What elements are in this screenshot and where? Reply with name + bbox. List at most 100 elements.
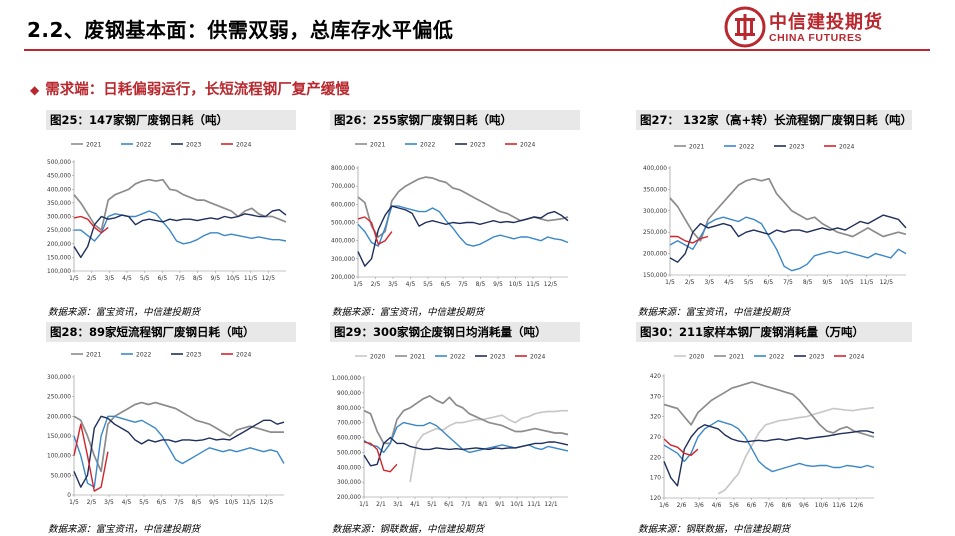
chart-panel-29: 图29：300家钢企废钢日均消耗量（吨） 2020 2021 2022 2023 202… — [330, 322, 580, 536]
series-line-2024 — [73, 215, 109, 234]
series-line-2023 — [363, 436, 569, 467]
logo-english-name: CHINA FUTURES — [769, 32, 863, 44]
x-tick-label: 5/5 — [140, 275, 150, 282]
x-tick-label: 2/5 — [87, 499, 97, 506]
y-tick-label: 200,000 — [331, 275, 355, 281]
y-tick-label: 200,000 — [47, 242, 71, 248]
y-tick-label: 200,000 — [643, 252, 667, 258]
y-tick-label: 100,000 — [47, 454, 71, 460]
chart-panel-25: 图25：147家钢厂废钢日耗（吨） 2021 2022 2023 2024 100,00… — [46, 110, 296, 318]
x-tick-label: 1/5 — [69, 275, 79, 282]
x-tick-label: 2/6 — [677, 502, 687, 509]
x-tick-label: 1/5 — [353, 281, 363, 288]
x-tick-label: 9/5 — [209, 499, 219, 506]
y-tick-label: 400,000 — [337, 465, 361, 471]
y-tick-label: 300,000 — [337, 480, 361, 486]
x-tick-label: 10/6 — [815, 502, 829, 509]
x-tick-label: 6/5 — [157, 499, 167, 506]
y-tick-label: 200,000 — [337, 495, 361, 501]
legend-label-2024: 2024 — [520, 142, 535, 149]
x-tick-label: 10/5 — [225, 499, 239, 506]
y-tick-label: 0 — [67, 493, 71, 499]
legend-label-2022: 2022 — [136, 352, 151, 359]
x-tick-label: 2/5 — [685, 279, 695, 286]
y-tick-label: 300,000 — [47, 215, 71, 221]
x-tick-label: 8/5 — [192, 499, 202, 506]
y-tick-label: 150,000 — [643, 273, 667, 279]
x-tick-label: 8/6 — [782, 502, 792, 509]
y-tick-label: 370 — [650, 394, 661, 400]
y-tick-label: 300,000 — [331, 257, 355, 263]
x-tick-label: 9/5 — [211, 275, 221, 282]
x-tick-label: 4/5 — [406, 281, 416, 288]
series-line-2024 — [73, 423, 109, 492]
series-line-2023 — [357, 205, 569, 267]
x-tick-label: 12/1 — [544, 501, 558, 508]
chart-source: 数据来源：富宝资讯，中信建投期货 — [48, 307, 201, 318]
x-tick-label: 12/5 — [544, 281, 558, 288]
x-tick-label: 12/5 — [262, 275, 276, 282]
x-tick-label: 3/1 — [393, 501, 403, 508]
series-line-2023 — [73, 209, 287, 259]
x-tick-label: 5/5 — [423, 281, 433, 288]
x-tick-label: 7/5 — [174, 499, 184, 506]
x-tick-label: 3/6 — [694, 502, 704, 509]
y-tick-label: 400,000 — [643, 166, 667, 172]
chart-source: 数据来源：富宝资讯，中信建投期货 — [638, 307, 791, 318]
chart-27-plot: 2021 2022 2023 2024 150,000 200,000 250,000 300… — [643, 144, 907, 286]
chart-source: 数据来源：钢联数据，中信建投期货 — [638, 524, 791, 535]
x-tick-label: 1/5 — [69, 499, 79, 506]
x-tick-label: 9/1 — [495, 501, 505, 508]
x-tick-label: 12/5 — [880, 279, 894, 286]
x-tick-label: 5/5 — [139, 499, 149, 506]
series-line-2022 — [663, 420, 875, 473]
y-tick-label: 270 — [650, 435, 661, 441]
x-tick-label: 8/5 — [803, 279, 813, 286]
x-tick-label: 7/5 — [783, 279, 793, 286]
chart-panel-26: 图26：255家钢厂废钢日耗（吨） 2021 2022 2023 2024 200,00… — [330, 110, 580, 318]
legend-label-2022: 2022 — [450, 354, 465, 361]
y-tick-label: 700,000 — [337, 421, 361, 427]
legend-label-2021: 2021 — [86, 142, 101, 149]
x-tick-label: 9/6 — [799, 502, 809, 509]
legend-label-2023: 2023 — [789, 144, 804, 151]
legend-label-2023: 2023 — [470, 142, 485, 149]
x-tick-label: 4/5 — [122, 275, 132, 282]
x-tick-label: 6/5 — [158, 275, 168, 282]
legend-label-2021: 2021 — [689, 144, 704, 151]
chart-title: 图29：300家钢企废钢日均消耗量（吨） — [330, 322, 580, 342]
series-line-2023 — [73, 415, 285, 488]
chart-29-plot: 2020 2021 2022 2023 2024 200,000 300,000 400,00… — [331, 354, 569, 508]
y-tick-label: 800,000 — [337, 406, 361, 412]
y-tick-label: 450,000 — [47, 174, 71, 180]
y-tick-label: 420 — [650, 374, 661, 380]
x-tick-label: 4/1 — [410, 501, 420, 508]
legend-label-2024: 2024 — [839, 144, 854, 151]
series-line-2024 — [670, 235, 709, 244]
x-tick-label: 6/5 — [441, 281, 451, 288]
series-line-2022 — [363, 421, 569, 454]
chart-title: 图30：211家样本钢厂废钢消耗量（万吨） — [636, 322, 912, 342]
chart-title: 图28：89家短流程钢厂废钢日耗（吨） — [46, 322, 296, 342]
x-tick-label: 7/5 — [175, 275, 185, 282]
x-tick-label: 5/6 — [729, 502, 739, 509]
x-tick-label: 2/5 — [87, 275, 97, 282]
y-tick-label: 500,000 — [47, 160, 71, 166]
chart-source: 数据来源：钢联数据，中信建投期货 — [332, 524, 485, 535]
y-tick-label: 170 — [650, 476, 661, 482]
y-tick-label: 200,000 — [47, 414, 71, 420]
y-tick-label: 250,000 — [47, 395, 71, 401]
legend-label-2024: 2024 — [236, 352, 251, 359]
x-tick-label: 12/5 — [260, 499, 274, 506]
series-line-2021 — [357, 176, 569, 238]
legend-label-2020: 2020 — [689, 354, 704, 361]
y-tick-label: 150,000 — [47, 255, 71, 261]
chart-30-plot: 2020 2021 2022 2023 2024 120 170 220 270 320 370 42… — [650, 354, 875, 509]
x-tick-label: 1/5 — [665, 279, 675, 286]
chart-panel-27: 图27： 132家（高+转）长流程钢厂废钢日耗（吨） 2021 2022 2023 2… — [636, 110, 912, 318]
x-tick-label: 3/5 — [105, 275, 115, 282]
chart-panel-28: 图28：89家短流程钢厂废钢日耗（吨） 2021 2022 2023 2024 0 50,… — [46, 322, 296, 536]
legend-label-2023: 2023 — [186, 142, 201, 149]
x-tick-label: 11/5 — [242, 499, 256, 506]
section-heading: ◆ 需求端：日耗偏弱运行，长短流程钢厂复产缓慢 — [30, 78, 350, 99]
